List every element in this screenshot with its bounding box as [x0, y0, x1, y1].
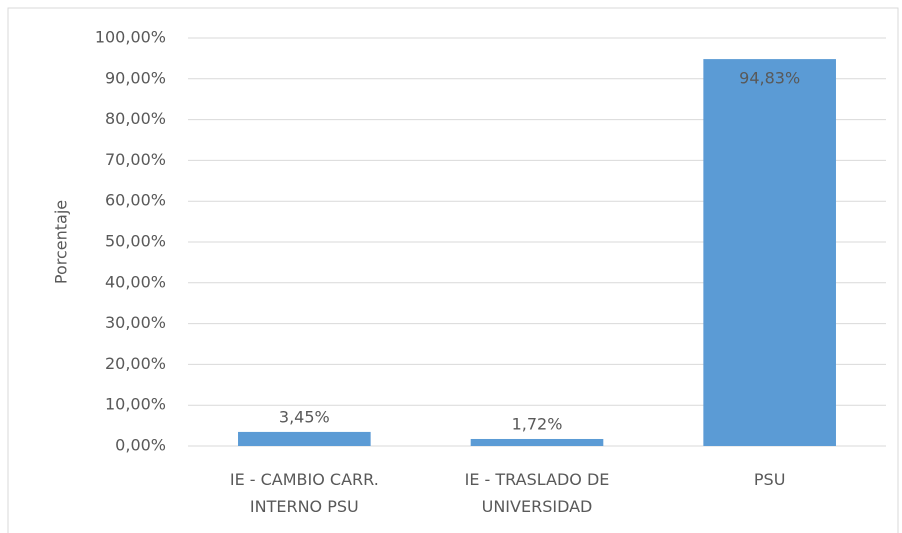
y-tick-label: 10,00% — [105, 395, 166, 414]
x-tick-label: IE - CAMBIO CARR. INTERNO PSU — [230, 470, 379, 516]
y-tick-label: 40,00% — [105, 272, 166, 291]
y-tick-label: 80,00% — [105, 109, 166, 128]
bar — [703, 59, 836, 447]
y-tick-label: 90,00% — [105, 68, 166, 87]
y-tick-label: 0,00% — [115, 436, 166, 455]
y-tick-label: 60,00% — [105, 191, 166, 210]
y-tick-label: 50,00% — [105, 232, 166, 251]
bar — [470, 438, 604, 446]
y-tick-label: 100,00% — [95, 28, 166, 47]
y-tick-label: 70,00% — [105, 150, 166, 169]
chart-frame — [7, 7, 899, 533]
data-label: 1,72% — [512, 414, 563, 433]
y-tick-label: 30,00% — [105, 313, 166, 332]
x-tick-label: IE - TRASLADO DE UNIVERSIDAD — [465, 470, 610, 516]
bar — [238, 431, 371, 446]
y-tick-label: 20,00% — [105, 354, 166, 373]
data-label: 94,83% — [739, 69, 800, 88]
x-tick-label: PSU — [754, 470, 786, 489]
data-label: 3,45% — [279, 407, 330, 426]
y-axis-label: Porcentaje — [52, 200, 71, 284]
